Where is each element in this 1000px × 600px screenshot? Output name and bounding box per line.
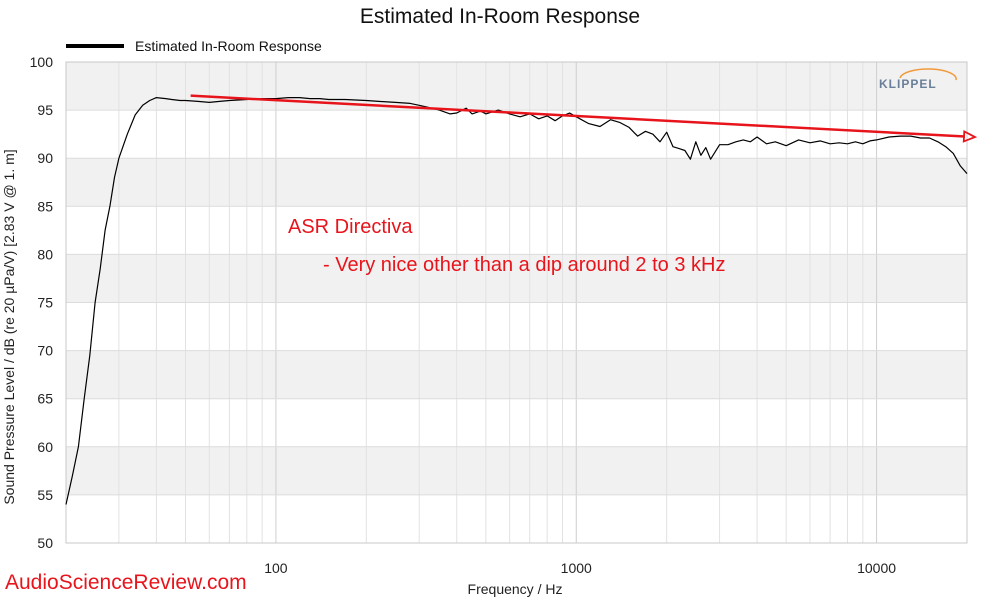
watermark: AudioScienceReview.com	[5, 571, 247, 594]
y-tick-label: 90	[37, 150, 53, 166]
brand-logo-text: KLIPPEL	[879, 77, 937, 91]
x-tick-label: 1000	[561, 560, 592, 576]
logo-arc-icon	[899, 68, 957, 81]
annotation-note: - Very nice other than a dip around 2 to…	[323, 254, 725, 276]
plot-frame	[65, 61, 968, 544]
legend: Estimated In-Room Response	[66, 38, 322, 54]
legend-entry: Estimated In-Room Response	[135, 38, 322, 54]
x-axis-label: Frequency / Hz	[468, 581, 563, 597]
y-tick-label: 50	[37, 535, 53, 551]
x-tick-labels: 100 1000 10000	[264, 560, 896, 576]
background-bands	[66, 62, 967, 495]
x-tick-label: 100	[264, 560, 288, 576]
background-band	[66, 350, 967, 399]
background-band	[66, 158, 967, 207]
y-tick-label: 70	[37, 343, 53, 359]
y-tick-label: 95	[37, 102, 53, 118]
y-tick-label: 60	[37, 439, 53, 455]
klippel-logo: KLIPPEL	[879, 68, 957, 91]
background-band	[66, 446, 967, 495]
y-tick-labels: 50 55 60 65 70 75 80 85 90 95 100	[30, 54, 54, 551]
background-band	[66, 254, 967, 303]
y-tick-label: 75	[37, 295, 53, 311]
y-tick-label: 100	[30, 54, 54, 70]
background-band	[66, 62, 967, 111]
response-line	[65, 96, 968, 505]
y-tick-label: 55	[37, 487, 53, 503]
y-axis-label: Sound Pressure Level / dB (re 20 µPa/V) …	[1, 149, 17, 504]
y-tick-label: 85	[37, 198, 53, 214]
trend-arrow-line	[190, 94, 966, 138]
y-tick-label: 80	[37, 246, 53, 262]
annotation-title: ASR Directiva	[288, 216, 413, 238]
trend-arrow-head	[962, 130, 978, 143]
x-tick-label: 10000	[857, 560, 896, 576]
y-tick-label: 65	[37, 391, 53, 407]
data-series	[65, 94, 978, 505]
chart-title: Estimated In-Room Response	[360, 5, 640, 28]
